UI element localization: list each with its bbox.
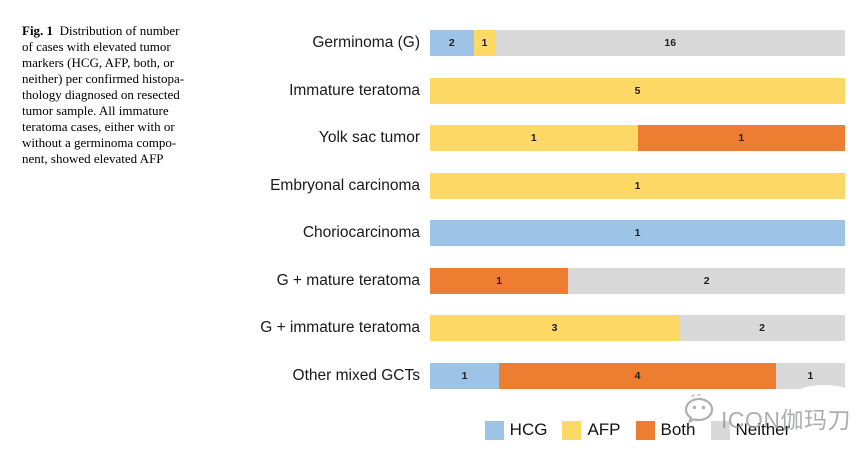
bar-segment-neither: 1: [775, 362, 845, 389]
segment-value: 1: [738, 132, 745, 144]
category-label: Yolk sac tumor: [318, 129, 420, 146]
legend-swatch-neither: [710, 420, 730, 440]
legend-item-neither: Neither: [710, 420, 791, 440]
bar-segment-afp: 3: [430, 315, 679, 341]
segment-value: 1: [481, 37, 488, 49]
segment-value: 1: [634, 179, 641, 192]
figure-caption: Fig. 1 Distribution of number of cases w…: [22, 23, 237, 167]
stacked-bar: 1: [430, 172, 845, 199]
category-label: G + immature teratoma: [260, 319, 420, 336]
chart-row: Immature teratoma 5: [0, 77, 845, 104]
category-label: G + mature teratoma: [276, 271, 420, 289]
caption-line: nent, showed elevated AFP: [22, 151, 164, 166]
legend-swatch-hcg: [484, 420, 504, 440]
caption-line: teratoma cases, either with or: [22, 119, 175, 134]
bar-segment-both: 1: [637, 125, 845, 151]
legend-item-hcg: HCG: [484, 420, 548, 440]
stacked-bar: 1: [430, 220, 845, 246]
segment-value: 4: [634, 369, 641, 382]
segment-value: 1: [530, 132, 537, 144]
bar-segment-both: 4: [499, 362, 776, 389]
caption-line: Fig. 1 Distribution of number: [22, 23, 237, 39]
category-label: Germinoma (G): [312, 34, 420, 51]
bar-segment-hcg: 1: [430, 220, 845, 246]
legend-label: Neither: [735, 420, 791, 439]
caption-line: without a germinoma compo-: [22, 135, 177, 150]
chart-row: Other mixed GCTs 1 4 1: [0, 362, 845, 389]
caption-fig-label: Fig. 1: [22, 23, 54, 38]
segment-value: 5: [634, 84, 641, 97]
category-label: Embryonal carcinoma: [270, 176, 420, 194]
segment-value: 1: [807, 369, 814, 382]
chart-row: Yolk sac tumor 1 1: [0, 125, 845, 151]
caption-line: tumor sample. All immature: [22, 103, 169, 118]
chart-row: G + immature teratoma 3 2: [0, 315, 845, 341]
chart-row: G + mature teratoma 1 2: [0, 267, 845, 294]
segment-value: 2: [448, 37, 455, 49]
bar-segment-both: 1: [430, 267, 569, 294]
legend-item-afp: AFP: [562, 420, 621, 440]
chart-legend: HCG AFP Both Neither: [430, 420, 845, 440]
caption-text: Distribution of number: [59, 23, 180, 38]
category-label: Immature teratoma: [289, 81, 420, 99]
category-label: Choriocarcinoma: [302, 224, 420, 241]
segment-value: 3: [551, 322, 558, 334]
stacked-bar: 2 1 16: [430, 30, 845, 56]
caption-line: markers (HCG, AFP, both, or: [22, 55, 175, 70]
bar-segment-afp: 1: [430, 125, 638, 151]
stacked-bar: 5: [430, 77, 845, 104]
bar-segment-neither: 2: [568, 267, 845, 294]
category-label: Other mixed GCTs: [292, 366, 420, 384]
legend-label: HCG: [509, 420, 548, 439]
segment-value: 16: [664, 37, 677, 49]
caption-line: of cases with elevated tumor: [22, 39, 171, 54]
segment-value: 1: [496, 274, 503, 287]
caption-line: thology diagnosed on resected: [22, 87, 180, 102]
stacked-bar-chart: Germinoma (G) 2 1 16 Immature teratoma 5 Yolk …: [0, 30, 845, 410]
bar-segment-neither: 2: [679, 315, 845, 341]
legend-label: Both: [660, 420, 696, 439]
bar-segment-afp: 1: [430, 172, 845, 199]
segment-value: 2: [759, 322, 765, 334]
legend-item-both: Both: [635, 420, 696, 440]
chart-row: Embryonal carcinoma 1: [0, 172, 845, 199]
segment-value: 2: [703, 274, 710, 287]
bar-segment-afp: 5: [430, 77, 845, 104]
legend-swatch-afp: [562, 420, 582, 440]
stacked-bar: 1 4 1: [430, 362, 845, 389]
bar-segment-hcg: 2: [430, 30, 474, 56]
bar-segment-neither: 16: [495, 30, 845, 56]
bar-segment-afp: 1: [473, 30, 496, 56]
segment-value: 1: [634, 227, 641, 239]
bar-segment-hcg: 1: [430, 362, 500, 389]
legend-label: AFP: [587, 420, 621, 439]
legend-swatch-both: [635, 420, 655, 440]
watermark-blob: [795, 385, 853, 405]
chart-row: Germinoma (G) 2 1 16: [0, 30, 845, 56]
segment-value: 1: [461, 369, 468, 382]
chart-row: Choriocarcinoma 1: [0, 220, 845, 246]
caption-line: neither) per confirmed histopa-: [22, 71, 185, 86]
